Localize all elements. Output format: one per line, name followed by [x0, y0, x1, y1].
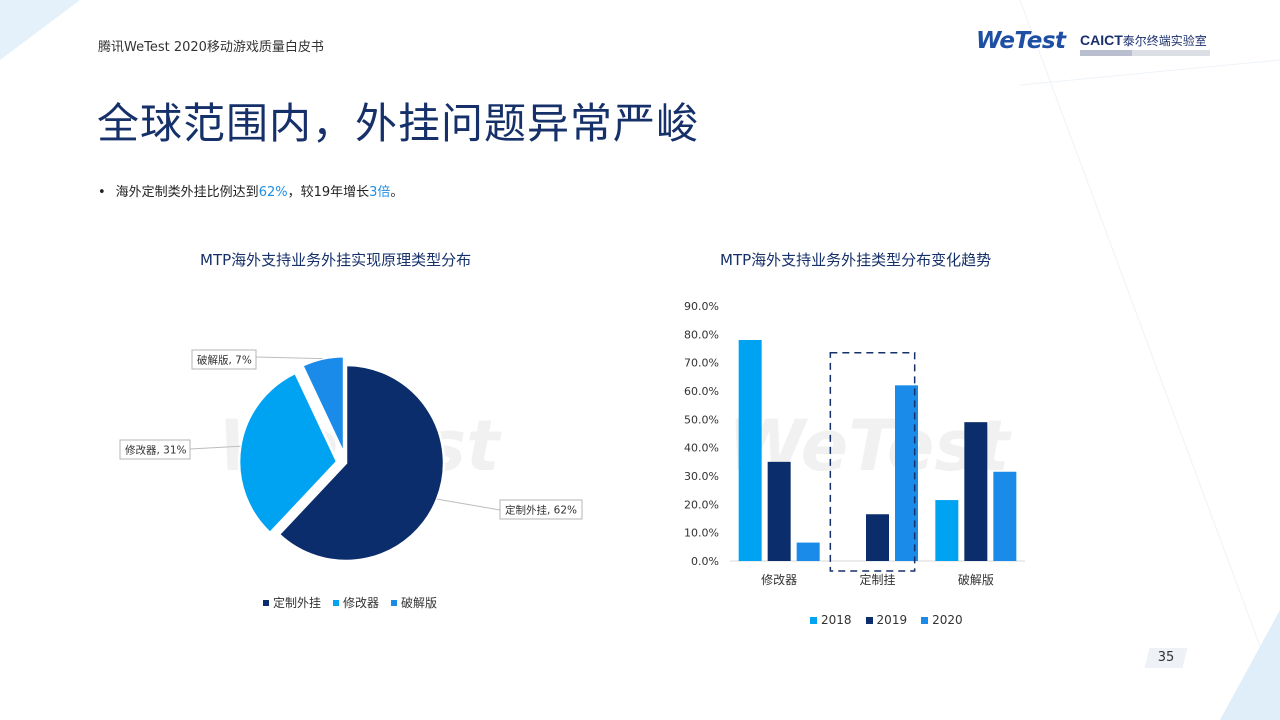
legend-swatch	[263, 599, 269, 606]
pie-data-label: 破解版, 7%	[197, 354, 252, 367]
bullet-point: • 海外定制类外挂比例达到62%，较19年增长3倍。	[98, 181, 403, 200]
pie-legend-item: 修改器	[333, 594, 379, 611]
pie-legend-item: 定制外挂	[263, 594, 321, 611]
bar-2018	[738, 340, 762, 561]
pie-data-label: 定制外挂, 62%	[505, 504, 577, 517]
x-category-label: 破解版	[958, 572, 994, 587]
bar-2019	[767, 461, 791, 561]
bar-legend-label: 2020	[932, 613, 963, 627]
bar-2019	[866, 514, 889, 561]
y-tick-label: 90.0%	[684, 300, 719, 313]
pie-legend-label: 破解版	[401, 596, 438, 610]
pie-slice	[277, 363, 446, 563]
caict-logo: CAICT泰尔终端实验室	[1080, 30, 1210, 56]
legend-swatch	[333, 599, 340, 606]
pie-leader-line	[437, 498, 501, 511]
legend-swatch	[810, 616, 817, 624]
page-number: 35	[1144, 648, 1188, 668]
pie-data-label: 修改器, 31%	[125, 444, 187, 457]
y-tick-label: 0.0%	[691, 555, 719, 568]
bullet-highlight-2: 3倍	[369, 185, 391, 200]
bar-legend-label: 2019	[876, 613, 908, 627]
pie-data-label-box	[191, 349, 257, 370]
page-number-text: 35	[1157, 650, 1175, 665]
x-category-label: 定制挂	[859, 572, 895, 587]
y-tick-label: 40.0%	[684, 442, 719, 455]
bullet-highlight-1: 62%	[258, 185, 288, 200]
bar-legend-item: 2018	[810, 613, 852, 627]
bar-2019	[964, 422, 988, 561]
pie-leader-line	[255, 356, 323, 360]
bar-legend-item: 2019	[865, 613, 908, 627]
bar-2020	[993, 471, 1017, 561]
pie-leader-line	[189, 445, 241, 450]
bar-legend-item: 2020	[921, 613, 963, 627]
document-label: 腾讯WeTest 2020移动游戏质量白皮书	[98, 40, 324, 55]
highlight-dashed-box	[829, 352, 916, 572]
bar-chart-title: MTP海外支持业务外挂类型分布变化趋势	[720, 251, 992, 269]
pie-legend-label: 修改器	[343, 596, 380, 610]
pie-data-label-box	[499, 499, 583, 520]
bar-2020	[895, 385, 918, 561]
pie-legend: 定制外挂 修改器 破解版	[263, 594, 437, 611]
bar-legend-label: 2018	[821, 613, 852, 627]
x-category-label: 修改器	[761, 572, 797, 587]
y-tick-label: 20.0%	[684, 498, 719, 511]
legend-swatch	[865, 616, 873, 624]
y-tick-label: 70.0%	[684, 357, 719, 370]
y-tick-label: 50.0%	[684, 413, 719, 426]
page-title: 全球范围内，外挂问题异常严峻	[97, 99, 700, 148]
legend-swatch	[921, 616, 929, 624]
pie-legend-label: 定制外挂	[273, 596, 322, 610]
bullet-text-2: ，较19年增长	[287, 185, 370, 200]
wetest-logo: WeTest	[976, 28, 1066, 54]
bar-2020	[796, 542, 820, 561]
bar-legend: 2018 2019 2020	[810, 613, 963, 627]
y-tick-label: 10.0%	[684, 527, 719, 540]
corner-decoration-top-left	[0, 0, 80, 60]
legend-swatch	[391, 599, 398, 606]
caict-logo-text: CAICT	[1080, 32, 1123, 48]
y-tick-label: 30.0%	[684, 470, 719, 483]
pie-chart-title: MTP海外支持业务外挂实现原理类型分布	[200, 251, 472, 269]
y-tick-label: 60.0%	[684, 385, 719, 398]
pie-data-label-box	[119, 439, 191, 460]
corner-decoration-bottom-right	[1220, 610, 1280, 720]
y-tick-label: 80.0%	[684, 328, 719, 341]
bullet-text-3: 。	[390, 185, 404, 200]
bar-2018	[935, 500, 959, 561]
background-line-decoration	[1019, 0, 1280, 701]
caict-logo-cn: 泰尔终端实验室	[1122, 34, 1207, 48]
bullet-marker: •	[98, 185, 106, 200]
bullet-text-1: 海外定制类外挂比例达到	[115, 185, 259, 200]
pie-legend-item: 破解版	[391, 594, 437, 611]
caict-logo-subtext	[1080, 50, 1210, 56]
